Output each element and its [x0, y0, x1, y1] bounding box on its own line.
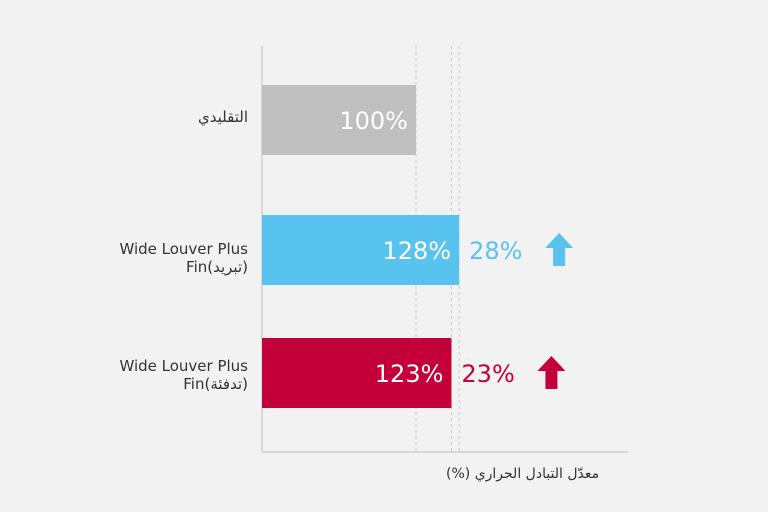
category-label-line: التقليدي	[198, 108, 248, 126]
bar-value-label: 100%	[339, 107, 408, 135]
bar	[262, 215, 460, 285]
x-axis-label: (%) معدّل التبادل الحراري	[446, 466, 600, 482]
bar	[262, 338, 452, 408]
category-label-cooling: Wide Louver Plus Fin(تبريد)	[8, 240, 248, 276]
category-label-conventional: التقليدي	[8, 108, 248, 126]
bar-value-label: 128%	[382, 237, 451, 265]
category-label-line: Fin(تبريد)	[186, 258, 248, 276]
increase-label: 23%	[461, 360, 514, 388]
up-arrow-icon	[545, 233, 574, 266]
increase-label: 28%	[469, 237, 522, 265]
up-arrow-icon	[537, 356, 566, 389]
category-label-line: Fin(تدفئة)	[183, 375, 248, 393]
category-label-heating: Wide Louver Plus Fin(تدفئة)	[8, 357, 248, 393]
category-label-line: Wide Louver Plus	[119, 357, 248, 375]
category-label-line: Wide Louver Plus	[119, 240, 248, 258]
bar	[262, 85, 416, 155]
bar-value-label: 123%	[375, 360, 444, 388]
